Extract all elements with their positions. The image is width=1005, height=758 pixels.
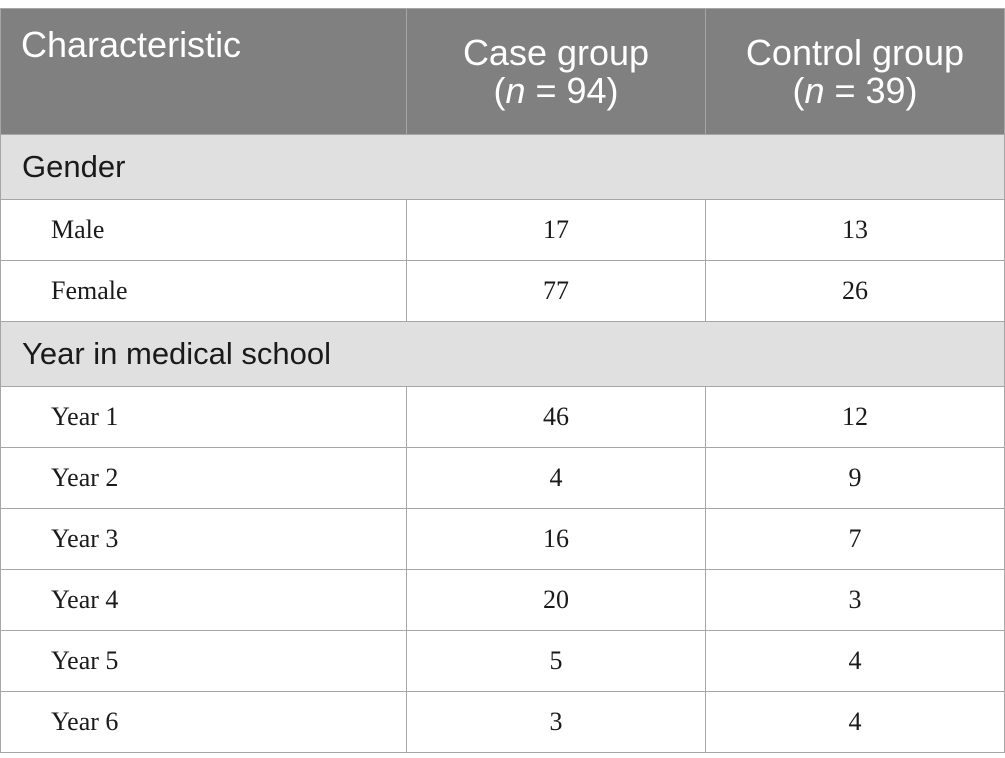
case-n-value: = 94) [525, 69, 619, 111]
row-label: Male [0, 199, 407, 261]
control-value: 4 [705, 691, 1005, 753]
row-label: Year 5 [0, 630, 407, 692]
header-characteristic: Characteristic [0, 8, 407, 135]
section-row-gender: Gender [0, 134, 1005, 200]
control-n-prefix: ( [792, 69, 805, 111]
control-group-title: Control group [745, 31, 965, 73]
case-value: 46 [406, 386, 706, 448]
table-row: Female 77 26 [0, 260, 1005, 322]
characteristics-table-container: Characteristic Case group (n = 94) Contr… [0, 8, 1005, 753]
case-n-prefix: ( [493, 69, 506, 111]
table-row: Year 1 46 12 [0, 386, 1005, 448]
table-row: Year 2 4 9 [0, 447, 1005, 509]
header-control-group: Control group (n = 39) [705, 8, 1005, 135]
case-value: 16 [406, 508, 706, 570]
row-label: Female [0, 260, 407, 322]
control-value: 12 [705, 386, 1005, 448]
section-title: Year in medical school [0, 321, 1005, 387]
row-label: Year 2 [0, 447, 407, 509]
control-value: 9 [705, 447, 1005, 509]
header-row: Characteristic Case group (n = 94) Contr… [0, 8, 1005, 135]
case-value: 77 [406, 260, 706, 322]
case-value: 3 [406, 691, 706, 753]
table-row: Year 6 3 4 [0, 691, 1005, 753]
control-value: 3 [705, 569, 1005, 631]
control-group-count: (n = 39) [706, 69, 1004, 111]
section-row-year: Year in medical school [0, 321, 1005, 387]
table-row: Year 5 5 4 [0, 630, 1005, 692]
case-value: 4 [406, 447, 706, 509]
row-label: Year 3 [0, 508, 407, 570]
section-title: Gender [0, 134, 1005, 200]
row-label: Year 4 [0, 569, 407, 631]
table-body: Gender Male 17 13 Female 77 26 Year in m… [0, 134, 1005, 753]
case-group-count: (n = 94) [407, 69, 705, 111]
control-value: 13 [705, 199, 1005, 261]
table-row: Male 17 13 [0, 199, 1005, 261]
case-group-title: Case group [462, 31, 650, 73]
case-value: 20 [406, 569, 706, 631]
table-header: Characteristic Case group (n = 94) Contr… [0, 8, 1005, 135]
control-n-value: = 39) [824, 69, 918, 111]
row-label: Year 1 [0, 386, 407, 448]
row-label: Year 6 [0, 691, 407, 753]
control-value: 7 [705, 508, 1005, 570]
case-value: 17 [406, 199, 706, 261]
header-case-group: Case group (n = 94) [406, 8, 706, 135]
control-value: 4 [705, 630, 1005, 692]
characteristics-table: Characteristic Case group (n = 94) Contr… [0, 8, 1005, 753]
control-value: 26 [705, 260, 1005, 322]
table-row: Year 3 16 7 [0, 508, 1005, 570]
case-n-symbol: n [505, 69, 526, 111]
case-value: 5 [406, 630, 706, 692]
table-row: Year 4 20 3 [0, 569, 1005, 631]
control-n-symbol: n [804, 69, 825, 111]
